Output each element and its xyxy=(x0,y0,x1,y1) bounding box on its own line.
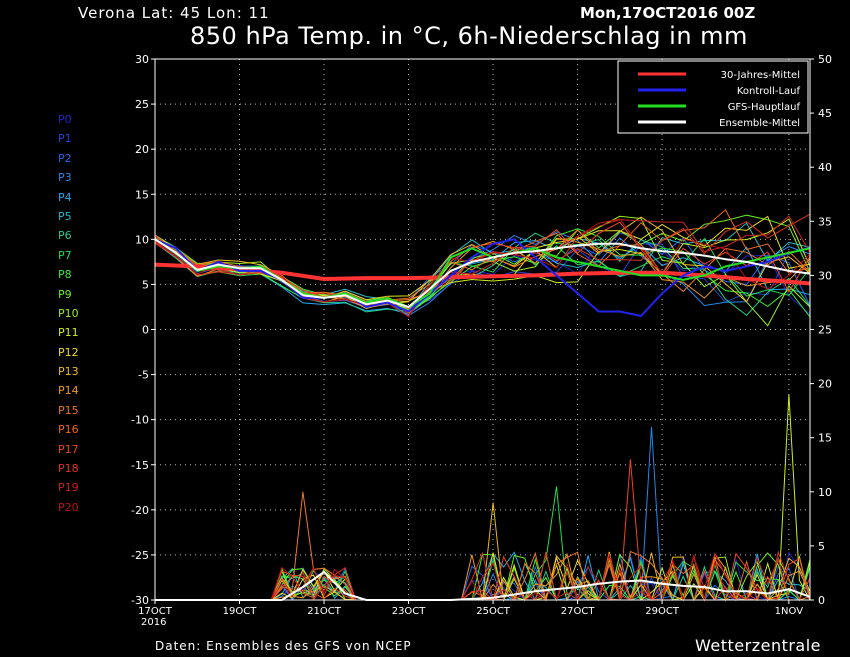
member-label-p10: P10 xyxy=(58,306,79,320)
member-label-p15: P15 xyxy=(58,403,79,417)
member-label-p6: P6 xyxy=(58,229,72,243)
ensemble-line-p19 xyxy=(154,215,811,308)
precip-line-p13 xyxy=(155,502,811,602)
tick-label-left: -25 xyxy=(131,549,149,562)
tick-label-left: 10 xyxy=(135,233,149,246)
tick-label-left: 15 xyxy=(135,188,149,201)
legend: 30-Jahres-Mittel Kontroll-Lauf GFS-Hauptla… xyxy=(617,60,809,134)
member-label-p17: P17 xyxy=(58,442,79,456)
header-datetime: Mon,17OCT2016 00Z xyxy=(580,4,756,22)
header-location: Verona Lat: 45 Lon: 11 xyxy=(78,4,270,22)
legend-label: Kontroll-Lauf xyxy=(737,86,801,97)
ensemble-member-list: P0 P1 P2 P3 P4 P5 P6 P7 P8 P9 P10 P11 P12 P13 P14 P15 P1… xyxy=(58,110,98,517)
tick-label-right: 10 xyxy=(818,486,832,499)
member-label-p4: P4 xyxy=(58,190,72,204)
tick-label-right: 40 xyxy=(818,161,832,174)
legend-label: 30-Jahres-Mittel xyxy=(721,70,800,81)
tick-label-x: 1NOV xyxy=(775,606,804,617)
tick-label-left: -30 xyxy=(131,594,149,607)
footer-brand: Wetterzentrale xyxy=(695,636,822,655)
tick-label-x: 23OCT xyxy=(392,606,427,617)
member-label-p12: P12 xyxy=(58,345,79,359)
tick-label-x: 29OCT xyxy=(645,606,680,617)
member-label-p20: P20 xyxy=(58,500,79,514)
series-lines xyxy=(154,238,811,601)
member-label-p5: P5 xyxy=(58,209,72,223)
series-line-gfs-hauptlauf xyxy=(154,238,811,308)
tick-label-right: 0 xyxy=(818,594,825,607)
precip-mean-line xyxy=(155,570,811,601)
member-label-p0: P0 xyxy=(58,113,72,126)
tick-label-left: -15 xyxy=(131,459,149,472)
member-label-p19: P19 xyxy=(58,481,79,495)
tick-label-left: 20 xyxy=(135,143,149,156)
tick-label-right: 25 xyxy=(818,324,832,337)
tick-label-right: 35 xyxy=(818,215,832,228)
member-label-p9: P9 xyxy=(58,287,72,301)
series-line-kontroll-lauf xyxy=(154,238,811,317)
plot-frame xyxy=(154,58,811,601)
member-label-p2: P2 xyxy=(58,151,72,165)
tick-label-left: 0 xyxy=(142,324,149,337)
tick-label-x: 27OCT xyxy=(561,606,596,617)
member-label-p3: P3 xyxy=(58,171,72,185)
tick-label-x: 21OCT xyxy=(307,606,342,617)
tick-label-x: 17OCT xyxy=(138,606,173,617)
member-label-p8: P8 xyxy=(58,268,72,282)
member-label-p16: P16 xyxy=(58,423,79,437)
member-label-p14: P14 xyxy=(58,384,79,398)
tick-label-right: 30 xyxy=(818,269,832,282)
tick-label-x: 19OCT xyxy=(223,606,258,617)
member-label-p18: P18 xyxy=(58,462,79,476)
tick-label-x-year: 2016 xyxy=(141,617,166,628)
member-label-p1: P1 xyxy=(58,132,72,146)
tick-label-right: 5 xyxy=(818,540,825,553)
tick-label-left: 5 xyxy=(142,278,149,291)
grid xyxy=(154,58,810,601)
tick-label-left: -20 xyxy=(131,504,149,517)
legend-label: Ensemble-Mittel xyxy=(719,118,800,129)
series-line-ensemble-mittel xyxy=(154,238,811,308)
axes: 302520151050-5-10-15-20-25-3050454035302… xyxy=(131,53,832,628)
tick-label-left: -5 xyxy=(138,369,149,382)
tick-label-left: 30 xyxy=(135,53,149,66)
legend-label: GFS-Hauptlauf xyxy=(728,102,801,113)
tick-label-right: 45 xyxy=(818,107,832,120)
tick-label-x: 25OCT xyxy=(476,606,511,617)
precip-line-p20 xyxy=(155,554,810,602)
tick-label-left: -10 xyxy=(131,414,149,427)
tick-label-right: 15 xyxy=(818,432,832,445)
chart-title: 850 hPa Temp. in °C, 6h-Niederschlag in … xyxy=(190,22,748,50)
tick-label-left: 25 xyxy=(135,98,149,111)
tick-label-right: 50 xyxy=(818,53,832,66)
member-label-p7: P7 xyxy=(58,248,72,262)
ensemble-line-p18 xyxy=(154,213,811,315)
footer-source: Daten: Ensembles des GFS von NCEP xyxy=(155,639,412,653)
tick-label-right: 20 xyxy=(818,378,832,391)
precip-line-p1 xyxy=(155,555,811,602)
member-label-p11: P11 xyxy=(58,326,79,340)
member-label-p13: P13 xyxy=(58,365,79,379)
